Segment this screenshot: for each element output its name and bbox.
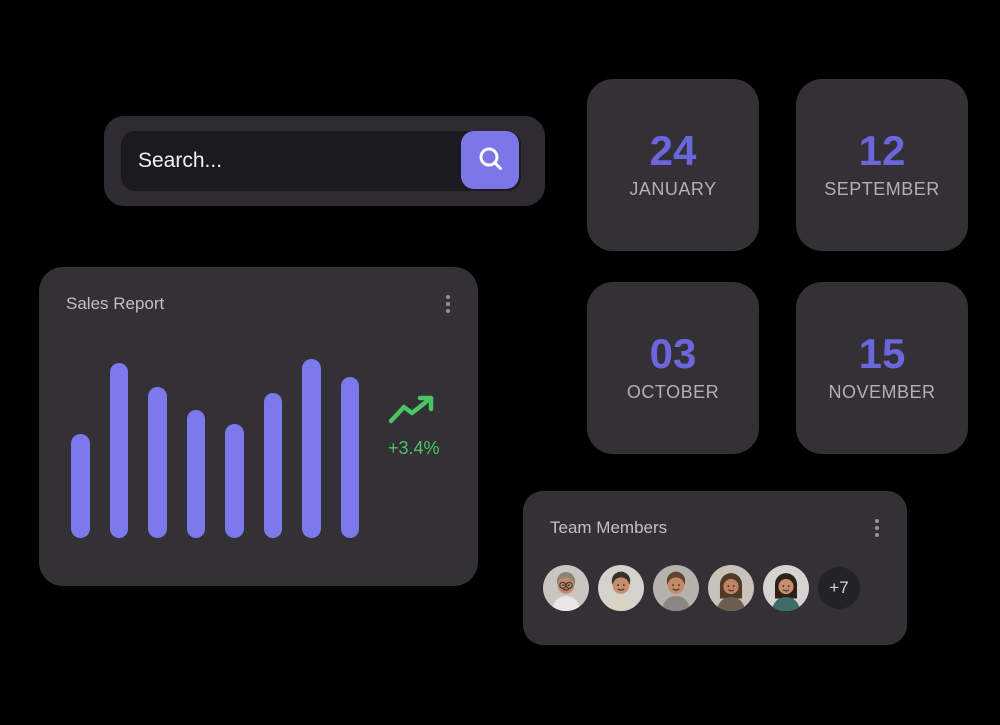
date-card-september: 12 SEPTEMBER <box>796 79 968 251</box>
sales-report-header: Sales Report <box>66 291 454 317</box>
chart-bar <box>109 363 128 538</box>
chart-bar <box>263 393 282 538</box>
avatar-member-1[interactable] <box>543 565 589 611</box>
date-day: 15 <box>858 330 906 377</box>
avatar-member-4[interactable] <box>708 565 754 611</box>
date-month: OCTOBER <box>626 382 720 402</box>
kebab-menu-icon[interactable] <box>442 291 454 317</box>
search-button[interactable] <box>461 131 519 189</box>
date-month: NOVEMBER <box>828 382 936 402</box>
avatar-row: +7 <box>543 565 860 611</box>
magnifier-icon <box>477 145 504 175</box>
date-card-october: 03 OCTOBER <box>587 282 759 454</box>
avatar-member-3[interactable] <box>653 565 699 611</box>
avatar-member-2[interactable] <box>598 565 644 611</box>
sales-report-card: Sales Report +3.4% <box>39 267 478 586</box>
team-members-title: Team Members <box>550 518 668 537</box>
trend-percentage: +3.4% <box>388 438 440 458</box>
avatar-member-5[interactable] <box>763 565 809 611</box>
search-input[interactable]: Search... <box>121 131 521 191</box>
trending-up-icon <box>388 394 440 430</box>
date-month: SEPTEMBER <box>824 179 940 199</box>
trend-indicator: +3.4% <box>388 394 440 459</box>
chart-bar <box>186 410 205 538</box>
search-bar: Search... <box>104 116 545 206</box>
sales-bar-chart <box>71 358 359 538</box>
date-day: 24 <box>649 127 697 174</box>
chart-bar <box>302 359 321 538</box>
team-members-card: Team Members <box>523 491 907 645</box>
date-card-november: 15 NOVEMBER <box>796 282 968 454</box>
date-day: 12 <box>858 127 906 174</box>
sales-report-title: Sales Report <box>66 294 165 313</box>
chart-bar <box>148 387 167 538</box>
chart-bar <box>340 377 359 538</box>
date-month: JANUARY <box>629 179 717 199</box>
date-day: 03 <box>649 330 697 377</box>
chart-bar <box>71 434 90 538</box>
search-placeholder: Search... <box>138 149 223 172</box>
kebab-menu-icon[interactable] <box>871 515 883 541</box>
chart-bar <box>225 424 244 538</box>
date-card-january: 24 JANUARY <box>587 79 759 251</box>
team-members-header: Team Members <box>550 515 883 541</box>
avatar-overflow-badge[interactable]: +7 <box>818 567 860 609</box>
